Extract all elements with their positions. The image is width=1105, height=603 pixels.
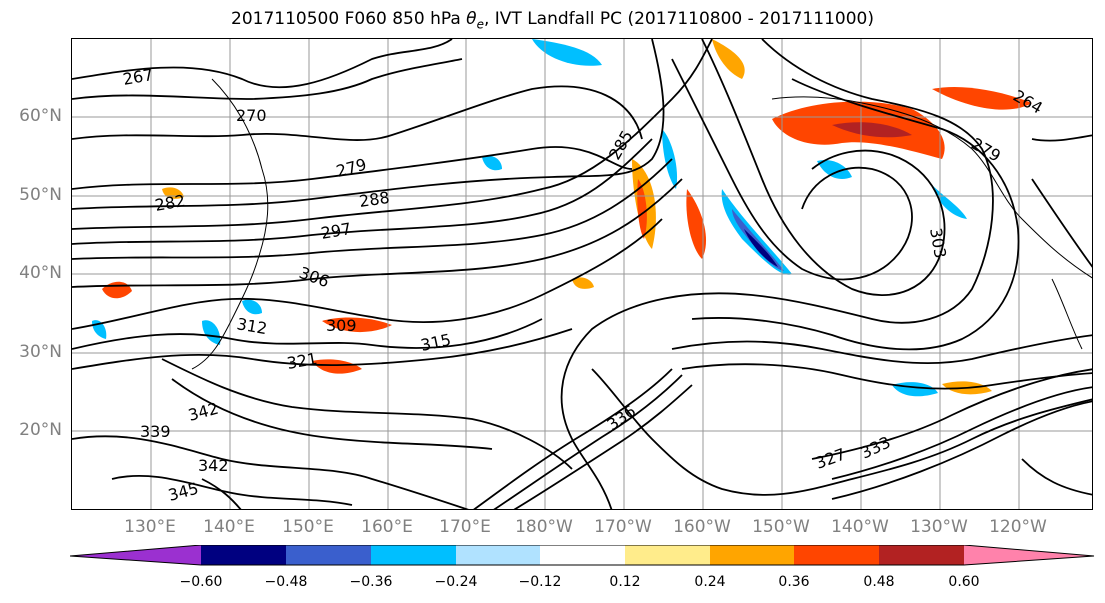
longitude-label: 170°E — [439, 517, 491, 537]
contour-label: 303 — [926, 226, 950, 259]
contour-label: 321 — [285, 349, 318, 373]
cool-anomaly-patch — [532, 39, 602, 66]
colorbar-tick-label: 0.60 — [948, 574, 980, 590]
colorbar-segment — [456, 545, 540, 565]
colorbar-tick-label: −0.12 — [518, 574, 562, 590]
colorbar-segment — [879, 545, 964, 565]
warm-anomaly-patch — [322, 317, 392, 333]
map-canvas: 267 270 279 282 288 297 306 312 309 315 … — [72, 39, 1092, 509]
colorbar-tick-label: −0.60 — [179, 574, 223, 590]
colorbar-tick-label: 0.48 — [863, 574, 895, 590]
shaded-anomaly-layer — [92, 39, 1032, 397]
contour-label: 282 — [153, 191, 186, 215]
contour-label: 327 — [813, 444, 848, 472]
contour-label: 306 — [297, 263, 332, 291]
longitude-label: 180°W — [515, 517, 573, 537]
coastlines — [191, 78, 1092, 370]
colorbar-outline — [70, 545, 1095, 566]
colorbar-segment — [625, 545, 710, 565]
contour-label: 339 — [140, 422, 171, 441]
contour-label: 279 — [334, 155, 368, 181]
latitude-label: 60°N — [19, 106, 62, 126]
longitude-label: 140°E — [203, 517, 255, 537]
contour-label: 309 — [326, 316, 357, 335]
map-panel: 267 270 279 282 288 297 306 312 309 315 … — [71, 38, 1093, 510]
colorbar-tick-label: 0.36 — [778, 574, 810, 590]
warm-anomaly-patch — [637, 179, 647, 239]
colorbar-segment — [710, 545, 794, 565]
cool-anomaly-patch — [721, 189, 792, 275]
map-title: 2017110500 F060 850 hPa θe, IVT Landfall… — [0, 9, 1105, 31]
longitude-label: 130°E — [124, 517, 176, 537]
colorbar-segment — [201, 545, 286, 565]
contour-label: 297 — [319, 219, 352, 243]
contour-label: 333 — [858, 432, 894, 462]
cool-anomaly-patch — [932, 185, 967, 219]
contour-label: 342 — [198, 456, 229, 475]
warm-anomaly-patch — [832, 122, 912, 138]
contour-label: 270 — [236, 106, 267, 125]
longitude-label: 150°W — [752, 517, 810, 537]
colorbar-segment — [540, 545, 625, 565]
graticule — [72, 39, 1092, 509]
cool-anomaly-patch — [242, 299, 262, 315]
warm-anomaly-patch — [712, 39, 745, 79]
latitude-label: 30°N — [19, 342, 62, 362]
colorbar-segment — [371, 545, 456, 565]
latitude-label: 50°N — [19, 185, 62, 205]
colorbar-segment — [794, 545, 879, 565]
cool-anomaly-patch — [482, 155, 502, 171]
title-theta: θ — [466, 9, 477, 29]
cool-anomaly-patch — [662, 129, 678, 189]
longitude-label: 160°W — [673, 517, 731, 537]
colorbar-tick-label: −0.48 — [264, 574, 308, 590]
cool-anomaly-patch — [892, 382, 938, 397]
latitude-label: 20°N — [19, 420, 62, 440]
longitude-label: 150°E — [282, 517, 334, 537]
colorbar-tick-label: −0.36 — [349, 574, 393, 590]
colorbar-segment — [286, 545, 371, 565]
contour-label: 345 — [166, 479, 200, 505]
longitude-label: 160°E — [361, 517, 413, 537]
title-theta-subscript: e — [476, 17, 484, 32]
contour-label: 336 — [603, 401, 639, 434]
longitude-label: 170°W — [594, 517, 652, 537]
warm-anomaly-patch — [686, 189, 707, 259]
theta-e-contours — [72, 39, 1092, 509]
colorbar-segment — [70, 545, 201, 565]
contour-label: 312 — [235, 314, 268, 338]
contour-label: 267 — [121, 65, 154, 89]
colorbar-tick-label: 0.12 — [609, 574, 641, 590]
latitude-label: 40°N — [19, 263, 62, 283]
longitude-label: 130°W — [910, 517, 968, 537]
colorbar-segment — [964, 545, 1094, 565]
title-prefix: 2017110500 F060 850 hPa — [231, 9, 467, 29]
contour-label: 342 — [186, 399, 220, 425]
contour-label: 288 — [358, 188, 391, 211]
title-suffix: , IVT Landfall PC (2017110800 - 20171110… — [483, 9, 874, 29]
warm-anomaly-patch — [572, 277, 594, 289]
warm-anomaly-patch — [932, 86, 1032, 110]
contour-label: 315 — [419, 330, 453, 355]
cool-anomaly-patch — [202, 320, 221, 345]
longitude-label: 120°W — [989, 517, 1047, 537]
cool-anomaly-patch — [744, 229, 778, 267]
warm-anomaly-patch — [102, 281, 132, 299]
cool-anomaly-patch — [817, 159, 852, 180]
warm-anomaly-patch — [312, 359, 362, 374]
contour-labels: 267 270 279 282 288 297 306 312 309 315 … — [121, 65, 1046, 505]
longitude-label: 140°W — [831, 517, 889, 537]
contour-label: 264 — [1010, 86, 1046, 118]
colorbar-tick-label: 0.24 — [694, 574, 726, 590]
colorbar-tick-label: −0.24 — [434, 574, 478, 590]
colorbar — [70, 545, 1095, 566]
cool-anomaly-patch — [732, 209, 784, 271]
